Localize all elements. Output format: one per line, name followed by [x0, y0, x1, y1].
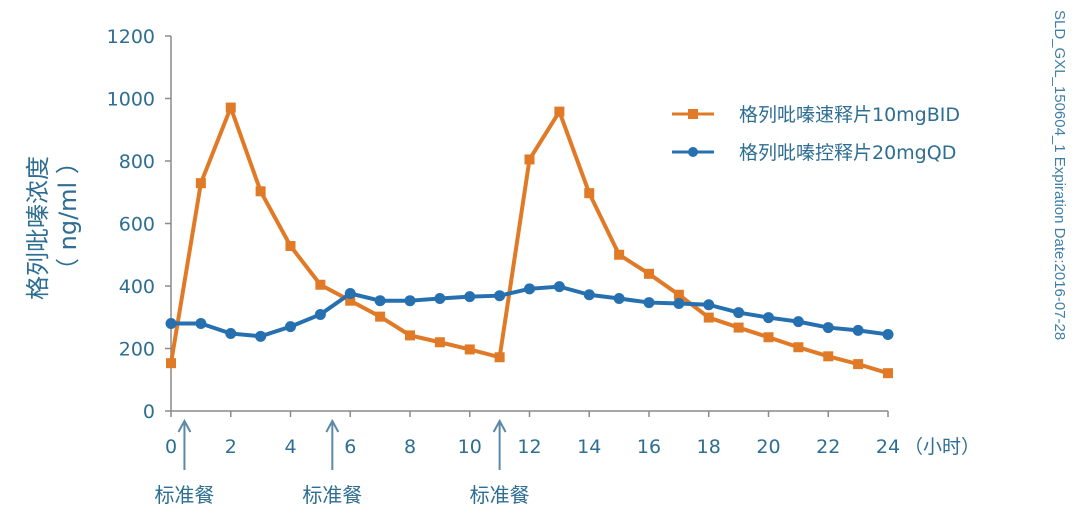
x-tick-label: 8 — [404, 436, 416, 458]
square-marker — [584, 188, 595, 199]
x-tick-label: 12 — [517, 436, 541, 458]
square-marker — [554, 106, 565, 117]
meal-annotations: 标准餐 标准餐 标准餐 — [154, 418, 530, 507]
circle-marker — [822, 322, 834, 334]
circle-marker — [583, 289, 595, 301]
circle-marker — [434, 293, 446, 304]
square-marker — [703, 312, 714, 323]
x-ticks: 0 2 4 6 8 10 12 14 16 18 20 22 24 — [165, 411, 900, 458]
circle-marker — [404, 295, 416, 307]
arrow-head-icon — [492, 418, 507, 433]
x-axis-unit: （小时） — [904, 436, 980, 458]
y-axis-unit: （ ng/ml ） — [54, 150, 82, 282]
circle-marker — [285, 321, 296, 333]
circle-marker — [553, 281, 565, 293]
y-tick-label: 400 — [119, 276, 155, 298]
square-marker — [405, 330, 415, 341]
y-tick-label: 800 — [119, 151, 155, 173]
arrow-head-icon — [177, 418, 192, 433]
x-tick-label: 2 — [225, 436, 237, 458]
series-2 — [165, 281, 894, 342]
y-axis-title: 格列吡嗪浓度 — [24, 156, 52, 300]
x-tick-label: 18 — [697, 436, 721, 458]
x-tick-label: 16 — [637, 436, 661, 458]
square-marker — [434, 337, 445, 348]
square-marker — [733, 322, 744, 333]
legend: 格列吡嗪速释片10mgBID 格列吡嗪控释片20mgQD — [672, 104, 960, 164]
square-marker — [673, 289, 684, 300]
meal-annotation: 标准餐 — [302, 418, 362, 507]
x-tick-label: 20 — [756, 436, 780, 458]
x-tick-label: 0 — [165, 436, 177, 458]
legend-label: 格列吡嗪速释片10mgBID — [739, 104, 960, 126]
circle-marker — [792, 316, 804, 328]
meal-annotation: 标准餐 — [154, 418, 214, 507]
circle-marker — [165, 318, 177, 329]
circle-marker — [464, 291, 476, 303]
series-1 — [166, 102, 893, 379]
meal-label: 标准餐 — [470, 483, 530, 507]
square-marker — [375, 311, 386, 322]
square-marker — [285, 241, 296, 251]
square-marker — [225, 102, 236, 113]
legend-item-1: 格列吡嗪速释片10mgBID — [672, 104, 960, 126]
circle-marker — [852, 324, 864, 336]
square-marker — [823, 351, 834, 362]
y-tick-label: 200 — [119, 339, 155, 361]
square-marker — [195, 178, 206, 189]
x-tick-label: 14 — [577, 436, 601, 458]
square-marker — [763, 332, 774, 343]
circle-marker — [314, 308, 326, 320]
legend-label: 格列吡嗪控释片20mgQD — [739, 142, 956, 164]
circle-marker — [673, 298, 685, 309]
y-tick-label: 600 — [119, 214, 155, 236]
square-marker — [614, 249, 625, 260]
y-tick-label: 1200 — [107, 26, 155, 48]
square-marker — [494, 352, 505, 363]
x-tick-label: 10 — [458, 436, 482, 458]
square-marker — [315, 279, 326, 290]
circle-marker — [494, 290, 506, 302]
y-ticks: 0 200 400 600 800 1000 1200 — [107, 26, 171, 423]
meal-annotation: 标准餐 — [470, 418, 530, 507]
circle-marker — [344, 288, 356, 299]
x-tick-label: 24 — [876, 436, 900, 458]
y-tick-label: 0 — [143, 401, 155, 423]
meal-label: 标准餐 — [302, 483, 362, 507]
series-group — [165, 102, 894, 379]
circle-marker — [524, 283, 535, 295]
circle-marker — [733, 307, 745, 319]
circle-marker — [882, 328, 894, 340]
square-marker — [166, 358, 176, 369]
square-marker — [793, 342, 804, 353]
circle-marker — [195, 318, 207, 329]
square-marker — [644, 268, 654, 279]
square-marker — [524, 154, 535, 165]
slide-id-note: SLD_GXL_150604_1 Expiration Date:2016-07… — [1051, 10, 1068, 341]
circle-marker — [613, 293, 625, 304]
arrow-head-icon — [325, 418, 340, 433]
y-axis-label: 格列吡嗪浓度 （ ng/ml ） — [24, 150, 82, 300]
legend-circle-icon — [688, 147, 698, 157]
x-tick-label: 4 — [284, 436, 296, 458]
square-marker — [883, 368, 893, 379]
x-tick-label: 6 — [344, 436, 356, 458]
circle-marker — [225, 328, 237, 339]
y-tick-label: 1000 — [107, 89, 155, 111]
x-tick-label: 22 — [816, 436, 840, 458]
circle-marker — [643, 297, 655, 309]
legend-item-2: 格列吡嗪控释片20mgQD — [672, 142, 956, 164]
square-marker — [853, 359, 864, 370]
square-marker — [255, 186, 266, 197]
square-marker — [464, 344, 475, 355]
meal-label: 标准餐 — [154, 483, 214, 507]
circle-marker — [703, 299, 715, 311]
circle-marker — [255, 330, 267, 342]
square-marker — [345, 295, 356, 306]
legend-square-icon — [688, 109, 698, 119]
circle-marker — [763, 312, 774, 324]
circle-marker — [374, 295, 386, 307]
